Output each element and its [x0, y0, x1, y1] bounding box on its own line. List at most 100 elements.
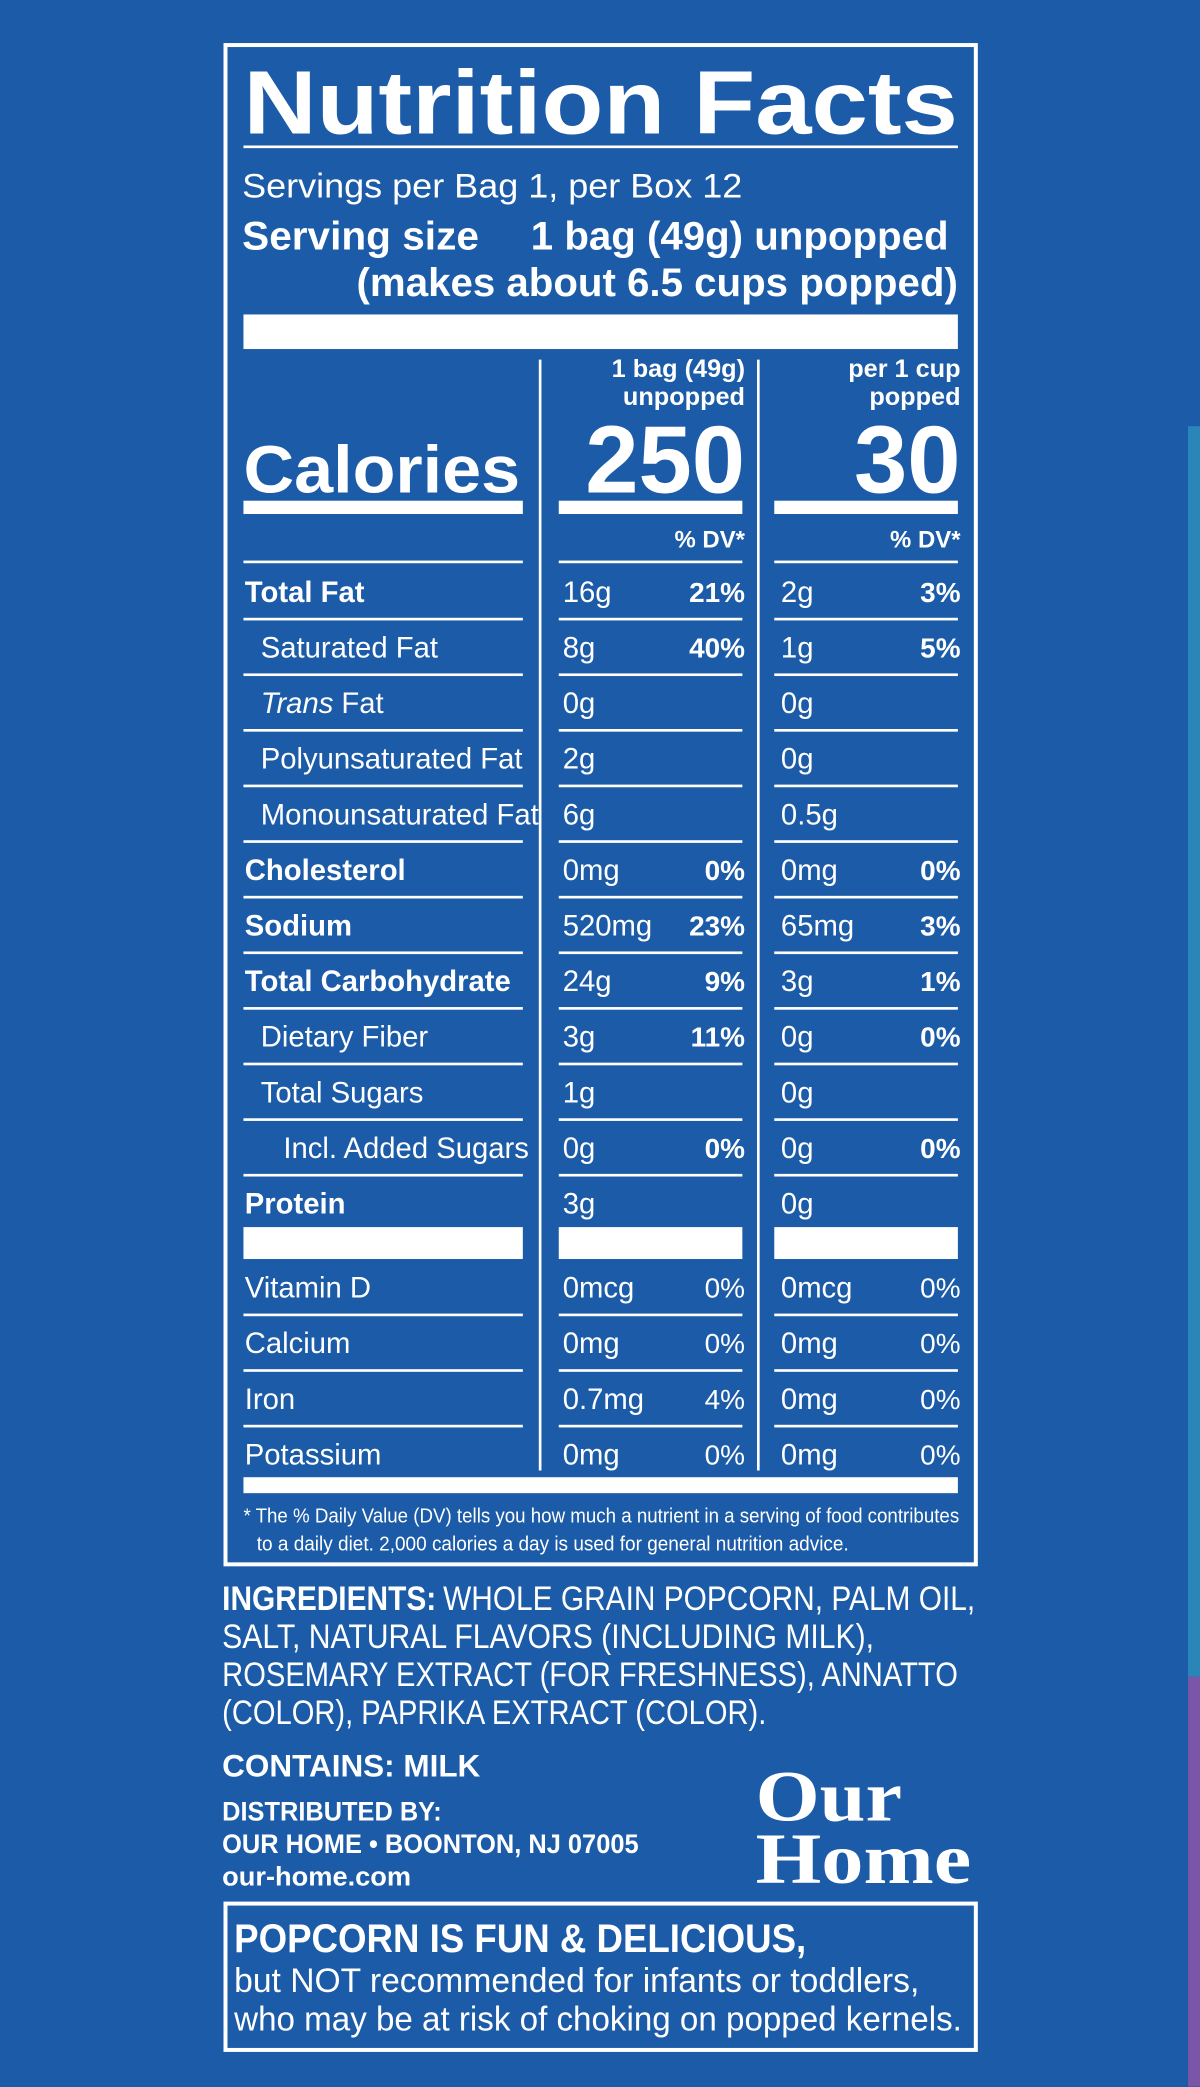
- nutrient-name-text: Dietary Fiber: [261, 1022, 429, 1054]
- rule: [774, 617, 958, 621]
- nutrient-name-text: Calcium: [245, 1328, 351, 1360]
- daily-value: 3%: [920, 910, 961, 941]
- facts-border: [223, 43, 978, 1567]
- daily-value: 0%: [920, 1439, 960, 1470]
- amount: 0mg: [781, 1439, 838, 1471]
- logo-line: Our: [756, 1756, 902, 1836]
- dv-header: % DV*: [674, 526, 745, 553]
- calories-value: 30: [854, 407, 961, 514]
- rule: [558, 1007, 743, 1010]
- distributor: our-home.com: [222, 1862, 411, 1892]
- amount: 0g: [563, 1133, 596, 1165]
- amount: 0.7mg: [563, 1384, 644, 1416]
- rule: [774, 1424, 958, 1428]
- rule: [774, 951, 958, 955]
- nutrient-name: Vitamin D: [245, 1273, 371, 1305]
- rule: [243, 1424, 523, 1428]
- nutrient-name-text: Cholesterol: [245, 855, 406, 887]
- nutrient-name-text: Protein: [245, 1189, 346, 1221]
- calories-value: 250: [585, 407, 745, 514]
- rule: [558, 617, 743, 621]
- warning-line: who may be at risk of choking on popped …: [233, 2001, 962, 2039]
- rule: [774, 673, 958, 677]
- rule: [774, 1173, 958, 1177]
- contains: CONTAINS: MILK: [222, 1748, 480, 1784]
- amount: 6g: [563, 799, 596, 831]
- rule: [243, 1369, 523, 1372]
- daily-value: 0%: [705, 855, 746, 886]
- distributor: DISTRIBUTED BY:: [222, 1796, 442, 1826]
- rule: [774, 1313, 958, 1317]
- amount: 16g: [563, 577, 612, 609]
- rule: [243, 314, 958, 350]
- rule: [243, 145, 958, 149]
- rule: [774, 560, 958, 564]
- nutrient-name-text: Saturated Fat: [261, 632, 438, 664]
- nutrient-name-italic: Trans: [261, 688, 334, 720]
- amount: 0mcg: [563, 1273, 635, 1305]
- daily-value: 0%: [920, 1273, 960, 1304]
- rule: [774, 784, 958, 788]
- daily-value: 0%: [920, 1022, 961, 1053]
- daily-value: 0%: [920, 1384, 960, 1415]
- rule: [243, 500, 523, 515]
- warning-border: [223, 1901, 978, 2052]
- daily-value: 11%: [691, 1022, 746, 1053]
- amount: 0g: [781, 1133, 814, 1165]
- rule: [558, 728, 743, 732]
- amount: 0mg: [781, 855, 838, 887]
- rule: [558, 673, 743, 677]
- daily-value: 0%: [920, 1133, 961, 1164]
- column-subheader: popped: [869, 383, 960, 411]
- rule: [774, 1007, 958, 1010]
- column-header: 1 bag (49g): [612, 355, 745, 383]
- amount: 0g: [781, 744, 814, 776]
- calories-label: Calories: [243, 434, 520, 508]
- footnote: * The % Daily Value (DV) tells you how m…: [243, 1505, 959, 1527]
- amount: 0.5g: [781, 799, 838, 831]
- distributor: OUR HOME • BOONTON, NJ 07005: [222, 1829, 639, 1859]
- ingredients-label: INGREDIENTS:: [222, 1580, 436, 1618]
- nutrient-name-text: Total Fat: [245, 577, 365, 609]
- rule: [243, 1173, 523, 1177]
- rule: [558, 1118, 743, 1121]
- nutrient-name: Dietary Fiber: [261, 1022, 429, 1054]
- amount: 65mg: [781, 910, 854, 942]
- serving-size-label: Serving size: [242, 214, 479, 258]
- amount: 0g: [781, 1189, 814, 1221]
- rule: [243, 728, 523, 732]
- serving-size-note: (makes about 6.5 cups popped): [357, 261, 958, 305]
- nutrient-name: Saturated Fat: [261, 632, 438, 664]
- daily-value: 5%: [920, 632, 961, 663]
- daily-value: 0%: [705, 1273, 745, 1304]
- amount: 0mg: [563, 1328, 620, 1360]
- dv-header: % DV*: [890, 526, 961, 553]
- rule: [243, 1313, 523, 1317]
- amount: 3g: [563, 1022, 596, 1054]
- warning-line: but NOT recommended for infants or toddl…: [234, 1962, 919, 2000]
- rule: [558, 1369, 743, 1372]
- rule: [243, 560, 523, 564]
- rule: [558, 1062, 743, 1066]
- rule: [774, 1118, 958, 1121]
- daily-value: 21%: [689, 577, 745, 608]
- amount: 1g: [563, 1077, 596, 1109]
- ingredients: INGREDIENTS:WHOLE GRAIN POPCORN, PALM OI…: [222, 1580, 975, 1618]
- rule: [243, 1062, 523, 1066]
- daily-value: 0%: [920, 1328, 960, 1359]
- rule: [243, 617, 523, 621]
- rule: [243, 784, 523, 788]
- nutrient-name-text: Potassium: [245, 1439, 382, 1471]
- rule: [558, 895, 743, 899]
- amount: 3g: [563, 1189, 596, 1221]
- rule: [774, 1369, 958, 1372]
- nutrient-name-text: Vitamin D: [245, 1273, 371, 1305]
- nutrient-name-text: Monounsaturated Fat: [261, 799, 539, 831]
- rule: [243, 1477, 958, 1494]
- rule: [243, 1227, 523, 1260]
- rule: [243, 895, 523, 899]
- edge-strip: [1188, 426, 1200, 1677]
- nutrient-name: Incl. Added Sugars: [283, 1133, 529, 1165]
